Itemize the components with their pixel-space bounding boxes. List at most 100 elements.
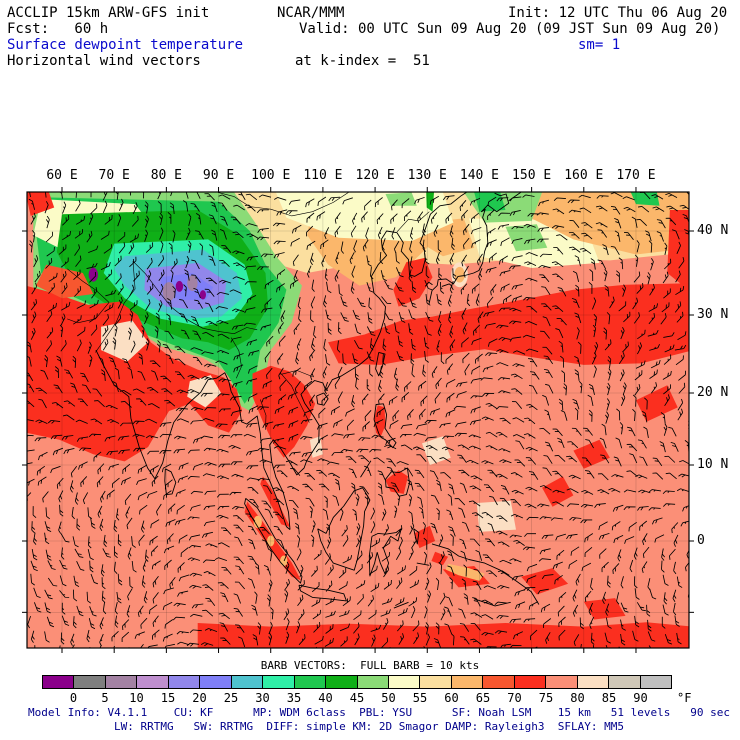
wind-barb: [604, 339, 612, 351]
wind-barb: [246, 465, 259, 470]
wind-barb: [115, 273, 122, 285]
wind-barb: [471, 283, 480, 294]
wind-barb: [117, 573, 123, 586]
wind-barb: [46, 647, 50, 648]
wind-barb: [558, 629, 566, 641]
wind-barb: [125, 506, 131, 519]
wind-barb: [671, 522, 679, 534]
coastline-layer-path: [360, 460, 372, 478]
wind-barb: [552, 428, 563, 437]
wind-barb: [350, 225, 357, 238]
wind-barb: [208, 214, 217, 225]
wind-barb: [330, 406, 341, 415]
wind-barb: [231, 505, 245, 510]
wind-barb: [662, 574, 669, 586]
wind-barb: [340, 241, 344, 254]
wind-barb: [613, 456, 622, 467]
wind-barb: [411, 338, 416, 351]
wind-barb: [671, 229, 680, 240]
wind-barb: [111, 477, 120, 488]
wind-barb: [662, 271, 669, 284]
wind-barb: [183, 284, 187, 297]
wind-barb: [80, 476, 88, 488]
wind-barb: [131, 560, 137, 573]
wind-barb: [404, 381, 412, 392]
wind-barb: [74, 492, 79, 505]
wind-barb: [326, 281, 332, 294]
wind-barb: [90, 517, 96, 529]
wind-barb: [515, 440, 525, 450]
wind-barb: [339, 609, 350, 617]
wind-barb: [381, 539, 391, 549]
wind-barb: [430, 494, 440, 505]
wind-barb: [690, 258, 696, 270]
wind-barb: [606, 312, 611, 325]
wind-barb: [231, 381, 243, 388]
wind-barb: [665, 217, 677, 226]
wind-barb: [161, 463, 172, 473]
wind-barb: [590, 577, 594, 591]
wind-barb: [676, 488, 689, 493]
wind-barb: [552, 305, 564, 313]
wind-barb: [464, 363, 470, 376]
wind-barb: [342, 596, 351, 607]
wind-barb: [528, 384, 538, 395]
wind-barb: [477, 311, 484, 323]
barb-legend-caption: BARB VECTORS: FULL BARB = 10 kts: [260, 659, 480, 672]
wind-barb: [59, 575, 67, 587]
wind-barb: [515, 601, 526, 610]
wind-barb: [522, 194, 535, 198]
wind-barb: [682, 214, 689, 225]
wind-barb: [384, 444, 397, 450]
wind-barb: [593, 365, 597, 378]
wind-barb: [273, 240, 286, 245]
wind-barb: [482, 365, 494, 373]
center-name-label: NCAR/MMM: [277, 5, 345, 21]
wind-barb: [140, 617, 148, 629]
wind-barb: [566, 488, 579, 494]
wind-barb: [568, 209, 581, 213]
wind-barb: [511, 295, 523, 303]
wind-barb: [89, 560, 94, 573]
wind-barb: [419, 506, 424, 519]
wind-barb: [614, 230, 621, 242]
wind-barb: [46, 246, 55, 257]
wind-barb: [631, 216, 638, 228]
wind-barb: [351, 482, 356, 495]
wind-barb: [458, 507, 466, 518]
wind-barb: [459, 482, 468, 494]
wind-barb: [354, 368, 359, 381]
wind-barb: [132, 270, 140, 282]
wind-barb: [619, 422, 624, 435]
wind-barb: [127, 192, 132, 196]
wind-barb: [457, 650, 468, 655]
wind-barb: [413, 432, 426, 436]
wind-barb: [263, 485, 273, 495]
wind-barb: [230, 461, 243, 466]
wind-barb: [368, 609, 377, 620]
wind-barb: [324, 381, 329, 395]
wind-barb: [632, 630, 639, 642]
wind-barb: [663, 647, 668, 648]
wind-barb: [353, 622, 360, 634]
wind-barb: [35, 419, 48, 424]
wind-barb: [456, 381, 468, 388]
wind-barb: [652, 457, 663, 467]
wind-barb: [174, 371, 185, 380]
wind-barb: [526, 404, 538, 411]
wind-barb: [569, 517, 582, 521]
wind-barb: [447, 550, 455, 562]
wind-barb: [62, 214, 70, 226]
wind-barb: [355, 564, 363, 575]
wind-barb: [108, 463, 120, 471]
wind-barb: [31, 311, 37, 324]
wind-barb: [364, 410, 372, 421]
wind-barb: [147, 450, 160, 455]
wind-barb: [252, 634, 259, 646]
wind-barb: [397, 335, 404, 347]
wind-barb: [605, 644, 614, 648]
wind-barb: [457, 444, 470, 450]
wind-barb: [575, 284, 580, 297]
wind-barb: [509, 307, 522, 312]
wind-barb: [337, 391, 343, 404]
